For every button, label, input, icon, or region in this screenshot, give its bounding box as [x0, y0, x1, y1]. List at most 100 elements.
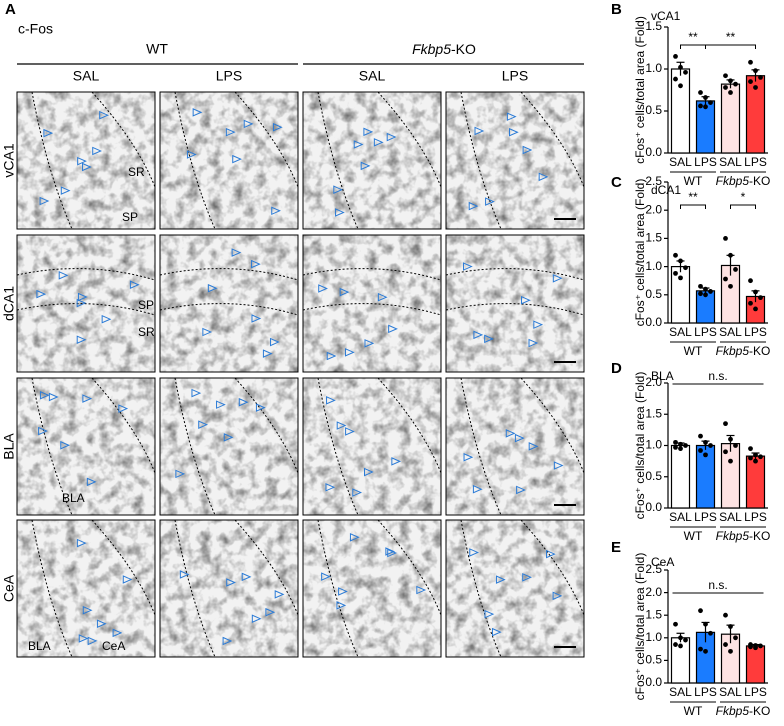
significance-label: n.s.: [708, 578, 727, 592]
arrowhead: [216, 400, 226, 409]
arrowhead: [363, 127, 374, 137]
arrowhead: [82, 605, 93, 615]
group-label: WT: [684, 344, 703, 358]
bar: [745, 455, 766, 509]
data-point: [748, 300, 753, 306]
arrowhead: [269, 337, 280, 347]
arrowhead: [60, 186, 71, 195]
arrowhead: [353, 140, 364, 149]
data-point: [703, 95, 708, 100]
data-point: [703, 286, 708, 292]
arrowhead: [553, 461, 564, 470]
region-label: SR: [138, 325, 155, 339]
y-tick-label: 0.0: [645, 145, 662, 159]
panel-letter: D: [611, 360, 622, 377]
region-boundary: [16, 268, 156, 316]
data-point: [703, 648, 708, 654]
data-point: [728, 624, 733, 629]
x-tick-label: SAL: [669, 685, 692, 699]
data-point: [698, 646, 703, 652]
data-point: [678, 83, 683, 89]
region-label: SP: [122, 210, 138, 224]
data-point: [723, 236, 728, 241]
y-tick-label: 0.0: [645, 675, 662, 689]
y-tick-label: 1.0: [645, 61, 662, 75]
arrowhead: [232, 154, 242, 164]
region-boundary: [317, 377, 442, 516]
micrograph-texture: [160, 92, 298, 229]
data-point: [728, 458, 733, 464]
arrowhead: [272, 122, 283, 132]
chart-title: dCA1: [651, 183, 681, 197]
arrowhead: [77, 292, 88, 302]
data-point: [728, 648, 733, 654]
data-point: [748, 455, 753, 461]
x-tick-label: SAL: [719, 685, 742, 699]
data-point: [678, 635, 683, 641]
x-tick-label: LPS: [694, 510, 717, 524]
data-point: [733, 443, 738, 448]
data-point: [748, 278, 753, 284]
arrowhead: [416, 585, 427, 595]
arrowhead: [546, 549, 556, 559]
data-point: [673, 270, 678, 276]
group-label: Fkbp5-KO: [716, 344, 771, 358]
arrowhead: [251, 314, 262, 323]
arrowhead: [43, 128, 54, 138]
data-point: [728, 252, 733, 258]
data-point: [708, 289, 713, 294]
arrowhead: [325, 483, 336, 492]
arrowhead: [495, 575, 506, 584]
data-point: [728, 78, 733, 84]
group-label-part: -KO: [749, 174, 770, 188]
group-label: Fkbp5-KO: [716, 529, 771, 543]
y-axis-label: cFos⁺ cells/total area (Fold): [633, 372, 647, 520]
data-point: [698, 283, 703, 289]
y-axis-label: cFos⁺ cells/total area (Fold): [633, 16, 647, 164]
data-point: [673, 439, 678, 445]
data-point: [703, 292, 708, 298]
region-boundary: [317, 519, 442, 658]
arrowhead: [274, 590, 285, 599]
significance-bracket: [680, 44, 706, 49]
image-frame: [16, 234, 156, 373]
arrowhead: [326, 396, 336, 405]
arrowhead: [472, 484, 483, 494]
arrowhead: [231, 248, 242, 257]
significance-label: n.s.: [708, 369, 727, 383]
micrograph-texture: [160, 520, 298, 657]
region-label: SP: [138, 298, 154, 312]
data-point: [703, 104, 708, 110]
arrowhead: [251, 259, 261, 269]
group-label-part: Fkbp5: [716, 704, 750, 718]
arrowhead: [338, 587, 348, 596]
region-boundary: [174, 91, 299, 230]
data-point: [758, 643, 763, 649]
arrowhead: [226, 578, 236, 587]
y-tick-label: 1.5: [645, 406, 662, 420]
y-tick-label: 2.5: [645, 562, 662, 576]
arrowhead: [521, 295, 531, 305]
chart-title: vCA1: [651, 9, 681, 23]
image-frame: [159, 519, 299, 658]
data-point: [698, 103, 703, 109]
arrowhead: [516, 485, 526, 495]
data-point: [758, 295, 763, 301]
data-point: [753, 458, 758, 464]
region-label: SR: [128, 165, 145, 179]
arrowhead: [198, 420, 208, 429]
arrowhead: [223, 433, 234, 442]
arrowhead: [251, 614, 262, 623]
data-point: [753, 645, 758, 651]
arrowhead: [385, 547, 396, 556]
data-point: [708, 630, 713, 636]
significance-label: **: [688, 30, 698, 44]
data-point: [673, 76, 678, 82]
data-point: [753, 85, 758, 90]
arrowhead: [391, 457, 402, 466]
group-label: WT: [684, 174, 703, 188]
region-row-label: CeA: [1, 574, 17, 602]
region-boundary: [174, 377, 299, 516]
arrowhead: [241, 572, 252, 582]
arrowhead: [505, 429, 516, 438]
